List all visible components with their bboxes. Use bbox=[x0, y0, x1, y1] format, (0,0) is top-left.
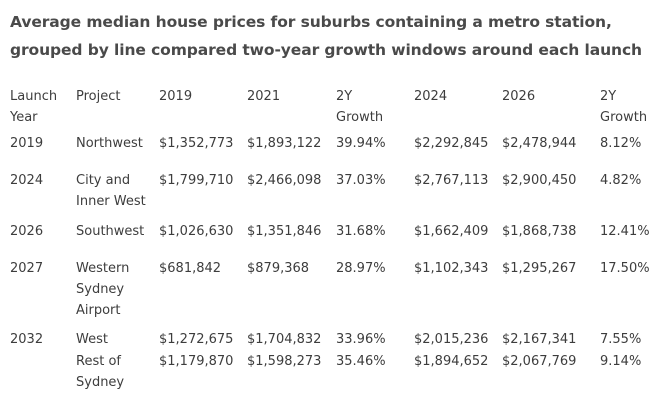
row-growth-1: 39.94% bbox=[336, 136, 386, 151]
row-growth-2: 9.14% bbox=[600, 354, 642, 369]
row-value-2026: $2,167,341 bbox=[502, 332, 577, 347]
row-value-2024: $1,894,652 bbox=[414, 354, 489, 369]
row-launch-year: 2032 bbox=[10, 332, 44, 347]
row-value-2021: $1,893,122 bbox=[247, 136, 322, 151]
row-growth-1: 31.68% bbox=[336, 224, 386, 239]
header-2019: 2019 bbox=[159, 89, 193, 104]
row-growth-1: 37.03% bbox=[336, 173, 386, 188]
header-launch-year: Launch Year bbox=[10, 89, 58, 125]
row-value-2021: $1,704,832 bbox=[247, 332, 322, 347]
row-project: Northwest bbox=[76, 136, 143, 151]
header-2021: 2021 bbox=[247, 89, 281, 104]
row-value-2024: $2,767,113 bbox=[414, 173, 489, 188]
row-launch-year: 2026 bbox=[10, 224, 44, 239]
header-growth-1: 2Y Growth bbox=[336, 89, 384, 125]
row-project: City and Inner West bbox=[76, 173, 146, 209]
header-growth-2: 2Y Growth bbox=[600, 89, 648, 125]
row-launch-year: 2019 bbox=[10, 136, 44, 151]
row-value-2024: $1,662,409 bbox=[414, 224, 489, 239]
row-value-2019: $1,179,870 bbox=[159, 354, 234, 369]
row-growth-2: 17.50% bbox=[600, 261, 650, 276]
row-value-2026: $2,478,944 bbox=[502, 136, 577, 151]
row-growth-2: 8.12% bbox=[600, 136, 642, 151]
row-project: Southwest bbox=[76, 224, 145, 239]
row-value-2026: $1,295,267 bbox=[502, 261, 577, 276]
row-value-2024: $2,015,236 bbox=[414, 332, 489, 347]
row-growth-2: 4.82% bbox=[600, 173, 642, 188]
row-value-2021: $1,598,273 bbox=[247, 354, 322, 369]
row-value-2024: $2,292,845 bbox=[414, 136, 489, 151]
row-value-2026: $2,900,450 bbox=[502, 173, 577, 188]
header-2026: 2026 bbox=[502, 89, 536, 104]
row-value-2026: $1,868,738 bbox=[502, 224, 577, 239]
row-value-2021: $879,368 bbox=[247, 261, 310, 276]
row-growth-2: 7.55% bbox=[600, 332, 642, 347]
row-value-2021: $1,351,846 bbox=[247, 224, 322, 239]
row-value-2019: $1,272,675 bbox=[159, 332, 234, 347]
row-project: Rest of Sydney bbox=[76, 354, 125, 390]
page-title: Average median house prices for suburbs … bbox=[10, 13, 642, 59]
row-growth-1: 28.97% bbox=[336, 261, 386, 276]
header-project: Project bbox=[76, 89, 121, 104]
row-growth-1: 33.96% bbox=[336, 332, 386, 347]
row-value-2019: $681,842 bbox=[159, 261, 222, 276]
row-value-2019: $1,799,710 bbox=[159, 173, 234, 188]
row-value-2021: $2,466,098 bbox=[247, 173, 322, 188]
row-value-2019: $1,352,773 bbox=[159, 136, 234, 151]
row-value-2019: $1,026,630 bbox=[159, 224, 234, 239]
row-project: West bbox=[76, 332, 108, 347]
row-value-2026: $2,067,769 bbox=[502, 354, 577, 369]
row-project: Western Sydney Airport bbox=[76, 261, 130, 318]
row-growth-1: 35.46% bbox=[336, 354, 386, 369]
row-value-2024: $1,102,343 bbox=[414, 261, 489, 276]
row-launch-year: 2027 bbox=[10, 261, 44, 276]
row-growth-2: 12.41% bbox=[600, 224, 650, 239]
header-2024: 2024 bbox=[414, 89, 448, 104]
row-launch-year: 2024 bbox=[10, 173, 44, 188]
